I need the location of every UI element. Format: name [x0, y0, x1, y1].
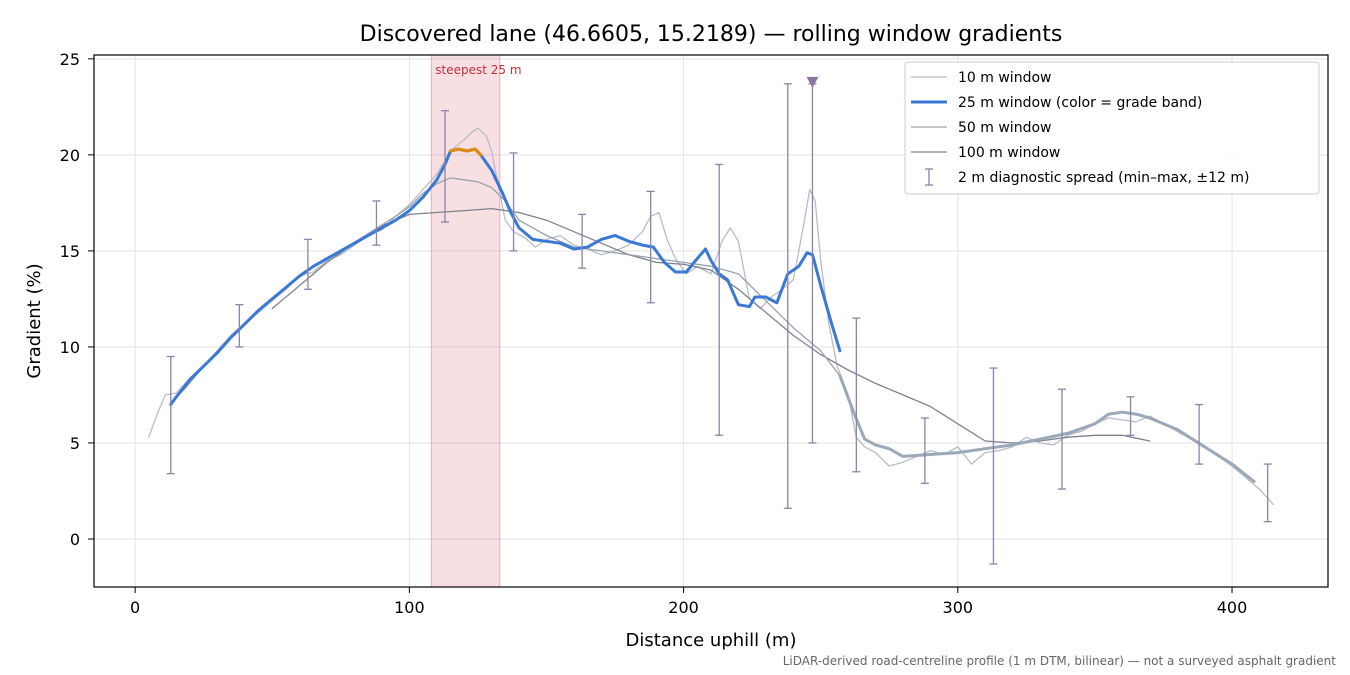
y-tick-label: 0 [70, 530, 80, 549]
series-line-0 [148, 127, 1274, 506]
spread-bar [920, 417, 929, 484]
spread-bar [578, 213, 587, 269]
x-tick-label: 0 [130, 598, 140, 617]
x-tick-label: 400 [1217, 598, 1248, 617]
series-line-1 [169, 147, 842, 406]
y-tick-label: 20 [60, 146, 80, 165]
spread-bar [303, 238, 312, 290]
y-axis-label: Gradient (%) [24, 263, 45, 378]
legend-label: 100 m window [958, 145, 1060, 161]
legend-entry: 25 m window (color = grade band) [911, 95, 1202, 111]
legend: 10 m window 25 m window (color = grade ba… [904, 61, 1320, 195]
legend-label: 2 m diagnostic spread (min–max, ±12 m) [958, 170, 1249, 186]
spread-bar [1058, 388, 1067, 490]
y-tick-label: 5 [70, 434, 80, 453]
diagnostic-spread-bars [166, 83, 1272, 565]
axes: 0 100 200 300 400 0 5 10 15 20 25 [60, 50, 1329, 617]
x-tick-label: 100 [394, 598, 425, 617]
legend-entry: 100 m window [911, 145, 1060, 161]
y-tick-label: 25 [60, 50, 80, 69]
marker-triangle [806, 76, 819, 88]
spread-bar [989, 367, 998, 565]
legend-entry: 50 m window [911, 120, 1051, 136]
series-line-3 [271, 207, 1151, 444]
footnote: LiDAR-derived road-centreline profile (1… [783, 654, 1337, 668]
series-line-steep-band [448, 147, 483, 157]
spread-bar [646, 190, 655, 304]
y-tick-label: 10 [60, 338, 80, 357]
plot-frame [93, 54, 1329, 588]
spread-bar [852, 317, 861, 473]
x-tick-label: 300 [943, 598, 974, 617]
spread-bar [1195, 403, 1204, 465]
legend-label: 50 m window [958, 120, 1051, 136]
legend-box [904, 61, 1320, 195]
peak-marker [806, 76, 819, 88]
spread-bar [715, 163, 724, 436]
spread-bar [1126, 396, 1135, 436]
spread-bar [783, 83, 792, 509]
legend-label: 10 m window [958, 70, 1051, 86]
spread-bar [235, 304, 244, 348]
y-tick-label: 15 [60, 242, 80, 261]
spread-bar [441, 110, 450, 223]
legend-entry: 10 m window [911, 70, 1051, 86]
series-line-gentle-band [838, 374, 1256, 483]
x-axis-label: Distance uphill (m) [626, 630, 797, 651]
spread-bar [372, 200, 381, 246]
chart-title: Discovered lane (46.6605, 15.2189) — rol… [360, 22, 1063, 47]
x-tick-label: 200 [668, 598, 699, 617]
steepest-band-label: steepest 25 m [435, 63, 521, 77]
steepest-band-rect [430, 54, 501, 588]
legend-entry: 2 m diagnostic spread (min–max, ±12 m) [925, 168, 1249, 186]
spread-bar [1263, 463, 1272, 523]
legend-label: 25 m window (color = grade band) [958, 95, 1202, 111]
series-lines [148, 127, 1274, 506]
spread-bar [509, 152, 518, 252]
spread-bar [166, 355, 175, 475]
